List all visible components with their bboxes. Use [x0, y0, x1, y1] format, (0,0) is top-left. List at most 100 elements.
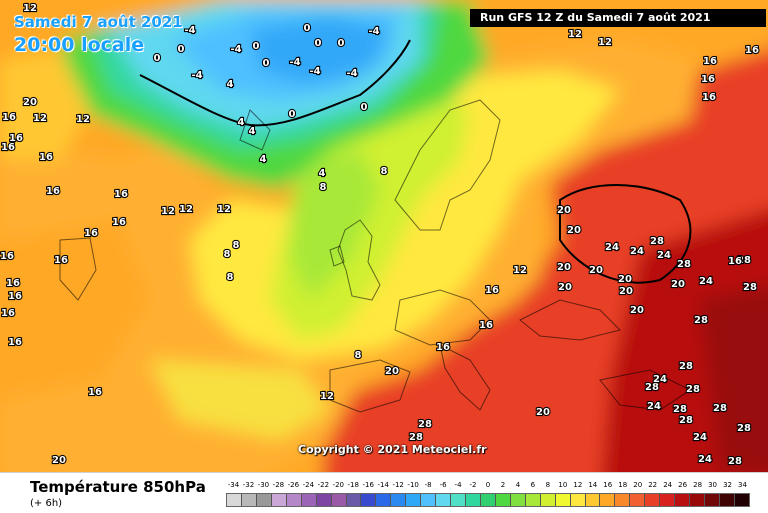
- isotherm-value-label: -4: [309, 66, 320, 77]
- isotherm-value-label: 8: [227, 272, 234, 283]
- isotherm-value-label: 16: [702, 92, 716, 103]
- isotherm-value-label: 20: [630, 305, 644, 316]
- isotherm-value-label: 24: [630, 246, 644, 257]
- isotherm-value-label: 24: [698, 454, 712, 465]
- run-info-banner: Run GFS 12 Z du Samedi 7 août 2021: [470, 9, 766, 27]
- isotherm-value-label: 8: [381, 166, 388, 177]
- scale-label: 32: [723, 481, 732, 489]
- scale-swatch: [286, 494, 302, 506]
- isotherm-value-label: 28: [743, 282, 757, 293]
- isotherm-value-label: 20: [557, 262, 571, 273]
- color-scale: -34 -32 -30 -28 -26 -24 -22 -20 -18 -16 -14 -12 -10-…: [226, 481, 750, 507]
- isotherm-value-label: 16: [703, 56, 717, 67]
- scale-label: -32: [242, 481, 255, 489]
- isotherm-value-label: 8: [233, 240, 240, 251]
- isotherm-value-label: 0: [315, 38, 322, 49]
- scale-label: 6: [530, 481, 536, 489]
- scale-swatch: [570, 494, 586, 506]
- scale-label: -8: [424, 481, 432, 489]
- isotherm-value-label: -4: [368, 26, 379, 37]
- isotherm-value-label: 16: [479, 320, 493, 331]
- isotherm-value-label: 28: [694, 315, 708, 326]
- isotherm-value-label: 28: [728, 456, 742, 467]
- scale-label: 26: [678, 481, 688, 489]
- isotherm-value-label: 28: [650, 236, 664, 247]
- scale-label: -22: [317, 481, 330, 489]
- temperature-field: [0, 0, 768, 472]
- scale-label: 34: [738, 481, 747, 489]
- scale-swatch: [346, 494, 362, 506]
- isotherm-value-label: 28: [686, 384, 700, 395]
- isotherm-value-label: 28: [418, 419, 432, 430]
- local-time-title: 20:00 locale: [14, 34, 145, 56]
- copyright-notice: Copyright © 2021 Meteociel.fr: [298, 443, 487, 456]
- isotherm-value-label: 28: [645, 382, 659, 393]
- legend-bar: Température 850hPa (+ 6h) -34 -32 -30 -28 -2…: [0, 472, 768, 513]
- isotherm-value-label: 16: [485, 285, 499, 296]
- scale-swatch: [466, 494, 481, 506]
- isotherm-value-label: 0: [289, 109, 296, 120]
- isotherm-value-label: 20: [557, 205, 571, 216]
- scale-swatch: [540, 494, 556, 506]
- isotherm-value-label: 12: [598, 37, 612, 48]
- scale-label: -16: [362, 481, 374, 489]
- color-scale-swatches: [226, 493, 750, 507]
- isotherm-value-label: 20: [536, 407, 550, 418]
- isotherm-value-label: 0: [338, 38, 345, 49]
- isotherm-value-label: 20: [619, 286, 633, 297]
- scale-swatch: [241, 494, 257, 506]
- isotherm-value-label: 16: [1, 308, 15, 319]
- isotherm-value-label: 28: [737, 255, 751, 266]
- isotherm-value-label: 16: [701, 74, 715, 85]
- isotherm-value-label: 8: [224, 249, 231, 260]
- scale-swatch: [719, 494, 735, 506]
- scale-swatch: [555, 494, 571, 506]
- scale-swatch: [316, 494, 332, 506]
- isotherm-value-label: 16: [0, 251, 14, 262]
- isotherm-value-label: 12: [513, 265, 527, 276]
- scale-swatch: [376, 494, 392, 506]
- scale-swatch: [510, 494, 526, 506]
- scale-label: -34: [227, 481, 240, 489]
- scale-swatch: [361, 494, 377, 506]
- isotherm-value-label: 28: [673, 404, 687, 415]
- scale-label: 24: [663, 481, 673, 489]
- isotherm-value-label: 16: [9, 133, 23, 144]
- scale-label: 14: [588, 481, 598, 489]
- scale-label: -28: [272, 481, 285, 489]
- isotherm-value-label: 16: [436, 342, 450, 353]
- scale-swatch: [690, 494, 705, 506]
- isotherm-value-label: 12: [33, 113, 47, 124]
- isotherm-value-label: 20: [385, 366, 399, 377]
- isotherm-value-label: 16: [8, 291, 22, 302]
- scale-swatch: [256, 494, 272, 506]
- isotherm-value-label: 16: [745, 45, 759, 56]
- isotherm-value-label: 20: [671, 279, 685, 290]
- isotherm-value-label: 24: [693, 432, 707, 443]
- isotherm-value-label: 28: [737, 423, 751, 434]
- scale-swatch: [271, 494, 287, 506]
- scale-swatch: [615, 494, 631, 506]
- isotherm-value-label: 0: [253, 41, 260, 52]
- isotherm-value-label: 16: [46, 186, 60, 197]
- scale-label: 0: [485, 481, 491, 489]
- scale-label: -2: [469, 481, 477, 489]
- isotherm-value-label: 4: [227, 79, 234, 90]
- isotherm-value-label: 16: [54, 255, 68, 266]
- isotherm-value-label: 12: [76, 114, 90, 125]
- isotherm-value-label: 0: [178, 44, 185, 55]
- isotherm-value-label: -4: [230, 44, 241, 55]
- isotherm-value-label: 28: [679, 361, 693, 372]
- scale-label: -12: [392, 481, 404, 489]
- isotherm-value-label: 20: [558, 282, 572, 293]
- scale-swatch: [301, 494, 317, 506]
- isotherm-value-label: 16: [2, 112, 16, 123]
- coastlines: [59, 99, 691, 413]
- scale-swatch: [495, 494, 511, 506]
- isotherm-value-label: 4: [249, 126, 256, 137]
- scale-label: -26: [287, 481, 300, 489]
- scale-swatch: [675, 494, 691, 506]
- isotherm-value-label: 0: [263, 58, 270, 69]
- scale-label: -20: [332, 481, 344, 489]
- isotherm-value-label: 16: [84, 228, 98, 239]
